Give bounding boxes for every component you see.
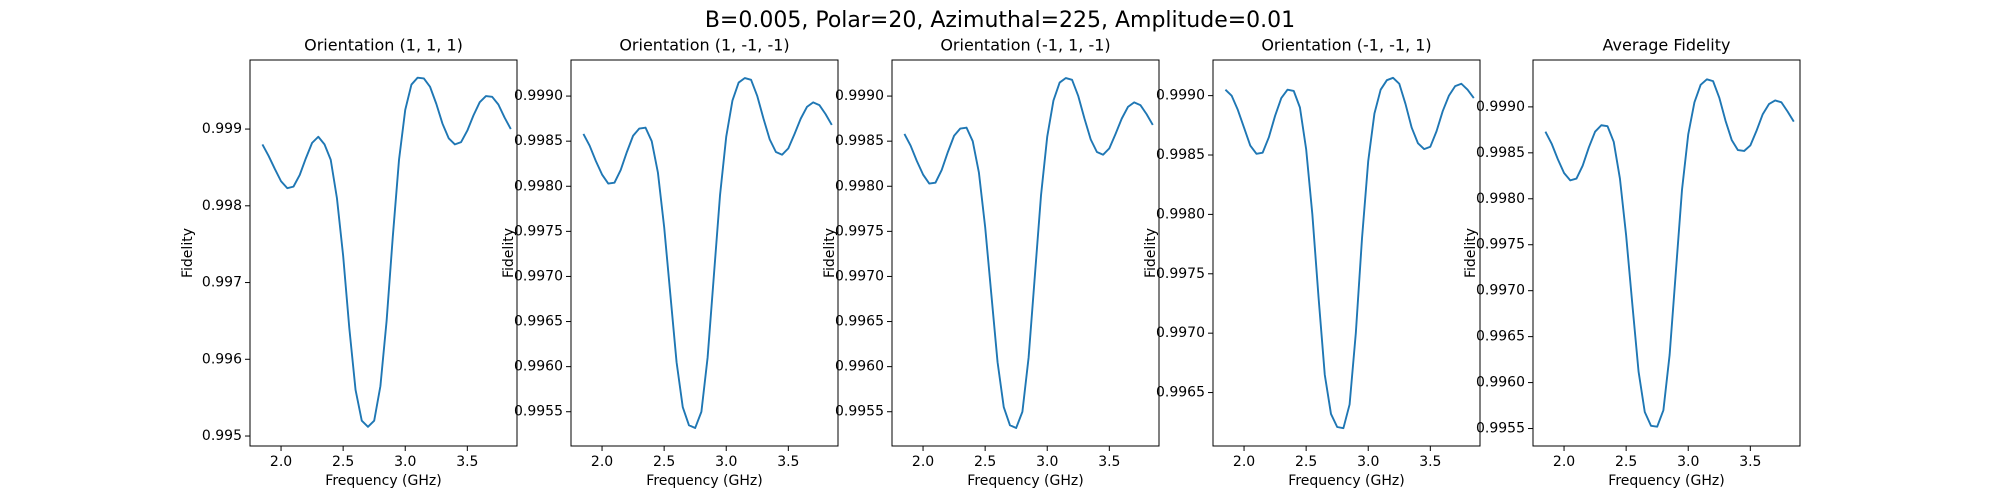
y-tick-label: 0.9990 (1156, 88, 1205, 104)
y-axis-label: Fidelity (822, 228, 838, 278)
y-axis-label: Fidelity (501, 228, 517, 278)
y-tick-label: 0.9985 (1476, 145, 1525, 161)
y-tick-label: 0.9990 (1476, 99, 1525, 115)
y-tick-label: 0.9985 (1156, 147, 1205, 163)
y-tick-label: 0.9960 (514, 359, 563, 375)
y-tick-label: 0.9990 (514, 88, 563, 104)
y-tick-label: 0.9985 (835, 133, 884, 149)
y-tick-label: 0.9980 (1156, 206, 1205, 222)
x-tick-label: 2.5 (974, 454, 996, 470)
x-tick-label: 3.0 (715, 454, 737, 470)
y-tick-label: 0.9965 (1156, 385, 1205, 401)
y-axis-label: Fidelity (1463, 228, 1479, 278)
x-tick-label: 3.5 (1739, 454, 1761, 470)
y-tick-label: 0.9980 (514, 178, 563, 194)
y-tick-label: 0.9970 (835, 268, 884, 284)
x-axis-label: Frequency (GHz) (646, 473, 762, 489)
data-line (1544, 78, 1795, 428)
data-line (903, 77, 1154, 429)
axes-frame (891, 59, 1160, 447)
y-tick-label: 0.9975 (1156, 266, 1205, 282)
x-tick-label: 3.0 (1357, 454, 1379, 470)
axes-frame (249, 59, 518, 447)
x-tick-label: 3.0 (1036, 454, 1058, 470)
x-axis-label: Frequency (GHz) (1608, 473, 1724, 489)
y-tick-label: 0.995 (202, 428, 242, 444)
subplot-title: Orientation (1, -1, -1) (619, 36, 789, 55)
x-tick-label: 2.5 (1295, 454, 1317, 470)
subplot: Orientation (-1, 1, -1) 2.0 2.5 3.0 3.5 0.995… (822, 36, 1160, 489)
y-tick-label: 0.999 (202, 121, 242, 137)
figure-title: B=0.005, Polar=20, Azimuthal=225, Amplit… (705, 8, 1295, 33)
subplot-title: Average Fidelity (1603, 36, 1731, 55)
y-tick-label: 0.9965 (835, 314, 884, 330)
y-tick-label: 0.998 (202, 198, 242, 214)
y-tick-label: 0.9980 (835, 178, 884, 194)
subplot: Orientation (1, 1, 1) 2.0 2.5 3.0 3.5 0.995 0.… (180, 36, 518, 489)
x-tick-label: 3.5 (456, 454, 478, 470)
y-tick-label: 0.996 (202, 351, 242, 367)
x-axis-label: Frequency (GHz) (967, 473, 1083, 489)
x-tick-label: 3.0 (394, 454, 416, 470)
x-tick-label: 2.5 (332, 454, 354, 470)
y-tick-label: 0.9965 (1476, 329, 1525, 345)
y-tick-label: 0.9955 (1476, 421, 1525, 437)
y-tick-label: 0.9975 (1476, 237, 1525, 253)
y-tick-label: 0.9975 (514, 223, 563, 239)
data-line (1224, 76, 1475, 430)
y-tick-label: 0.9955 (514, 404, 563, 420)
subplot: Average Fidelity 2.0 2.5 3.0 3.5 0.9955 0.9960… (1463, 36, 1801, 489)
data-line (582, 77, 833, 429)
y-tick-label: 0.9960 (835, 359, 884, 375)
axes-frame (570, 59, 839, 447)
y-tick-label: 0.9990 (835, 88, 884, 104)
data-line (261, 76, 512, 428)
y-tick-label: 0.9970 (1156, 325, 1205, 341)
x-tick-label: 2.0 (591, 454, 613, 470)
x-tick-label: 3.5 (1098, 454, 1120, 470)
y-tick-label: 0.9960 (1476, 375, 1525, 391)
y-tick-label: 0.9970 (1476, 283, 1525, 299)
subplot: Orientation (1, -1, -1) 2.0 2.5 3.0 3.5 0.995… (501, 36, 839, 489)
axes-frame (1212, 59, 1481, 447)
x-axis-label: Frequency (GHz) (1288, 473, 1404, 489)
x-tick-label: 2.5 (1615, 454, 1637, 470)
y-tick-label: 0.9965 (514, 314, 563, 330)
y-tick-label: 0.9955 (835, 404, 884, 420)
subplot: Orientation (-1, -1, 1) 2.0 2.5 3.0 3.5 0.996… (1143, 36, 1481, 489)
y-tick-label: 0.9985 (514, 133, 563, 149)
subplot-title: Orientation (1, 1, 1) (304, 36, 463, 55)
y-axis-label: Fidelity (1143, 228, 1159, 278)
y-tick-label: 0.9970 (514, 268, 563, 284)
subplot-title: Orientation (-1, 1, -1) (940, 36, 1110, 55)
x-tick-label: 3.5 (777, 454, 799, 470)
y-tick-label: 0.9975 (835, 223, 884, 239)
x-tick-label: 2.5 (653, 454, 675, 470)
y-tick-label: 0.9980 (1476, 191, 1525, 207)
y-tick-label: 0.997 (202, 275, 242, 291)
x-tick-label: 2.0 (1233, 454, 1255, 470)
x-axis-label: Frequency (GHz) (325, 473, 441, 489)
subplot-title: Orientation (-1, -1, 1) (1261, 36, 1431, 55)
axes-frame (1532, 59, 1801, 447)
x-tick-label: 2.0 (912, 454, 934, 470)
x-tick-label: 2.0 (270, 454, 292, 470)
x-tick-label: 3.0 (1677, 454, 1699, 470)
x-tick-label: 2.0 (1553, 454, 1575, 470)
x-tick-label: 3.5 (1419, 454, 1441, 470)
y-axis-label: Fidelity (180, 228, 196, 278)
